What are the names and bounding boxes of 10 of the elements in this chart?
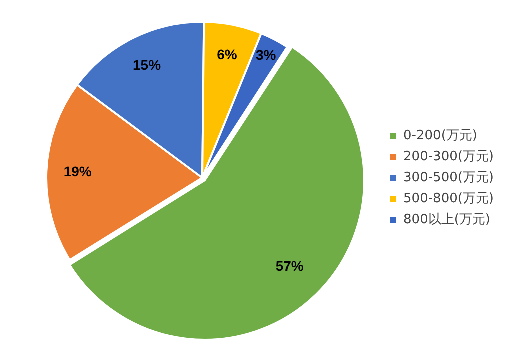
legend-label: 200-300(万元) [404,149,494,164]
data-label: 15% [133,57,162,74]
legend-label: 800以上(万元) [404,212,491,228]
legend-label: 300-500(万元) [404,170,494,186]
data-label: 6% [217,46,238,63]
data-label: 3% [256,47,277,64]
data-label: 19% [64,164,92,180]
legend-label: 500-800(万元) [404,191,494,206]
legend-label: 0-200(万元) [404,128,478,144]
data-label: 57% [276,258,304,274]
